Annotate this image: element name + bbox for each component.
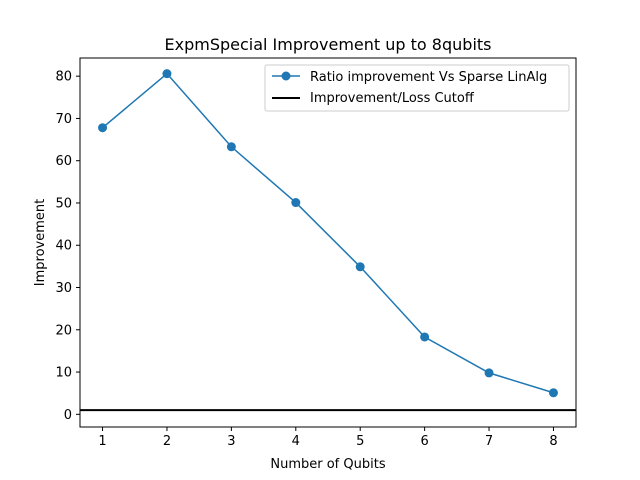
data-point: [162, 69, 172, 79]
y-tick-label: 70: [55, 112, 72, 127]
y-tick-label: 20: [55, 323, 72, 338]
y-tick-label: 60: [55, 154, 72, 169]
x-tick-label: 2: [163, 434, 171, 449]
x-tick-label: 4: [292, 434, 300, 449]
x-tick-label: 8: [549, 434, 557, 449]
data-point: [484, 368, 494, 378]
y-tick-label: 40: [55, 239, 72, 254]
x-tick-label: 1: [98, 434, 106, 449]
data-point: [226, 142, 236, 152]
y-tick-label: 30: [55, 281, 72, 296]
y-tick-label: 80: [55, 70, 72, 85]
data-point: [355, 262, 365, 272]
y-tick-label: 50: [55, 196, 72, 211]
x-tick-label: 3: [227, 434, 235, 449]
x-tick-label: 5: [356, 434, 364, 449]
legend-cutoff-label: Improvement/Loss Cutoff: [310, 91, 475, 106]
series-line: [102, 72, 554, 394]
x-tick-label: 6: [420, 434, 428, 449]
legend-series-label: Ratio improvement Vs Sparse LinAlg: [310, 70, 547, 85]
plot-layer: [80, 69, 576, 412]
data-point: [291, 198, 301, 208]
x-axis-label: Number of Qubits: [270, 457, 385, 472]
data-point: [98, 123, 108, 133]
data-point: [420, 332, 430, 342]
y-tick-label: 0: [64, 408, 72, 423]
y-tick-label: 10: [55, 366, 72, 381]
plot-frame: [79, 57, 577, 428]
legend-series-marker: [281, 71, 291, 81]
x-tick-label: 7: [485, 434, 493, 449]
data-point: [548, 388, 558, 398]
legend: Ratio improvement Vs Sparse LinAlg Impro…: [264, 64, 570, 112]
y-axis-label: Improvement: [33, 199, 48, 286]
legend-box: [264, 64, 570, 112]
chart-title: ExpmSpecial Improvement up to 8qubits: [165, 35, 492, 54]
